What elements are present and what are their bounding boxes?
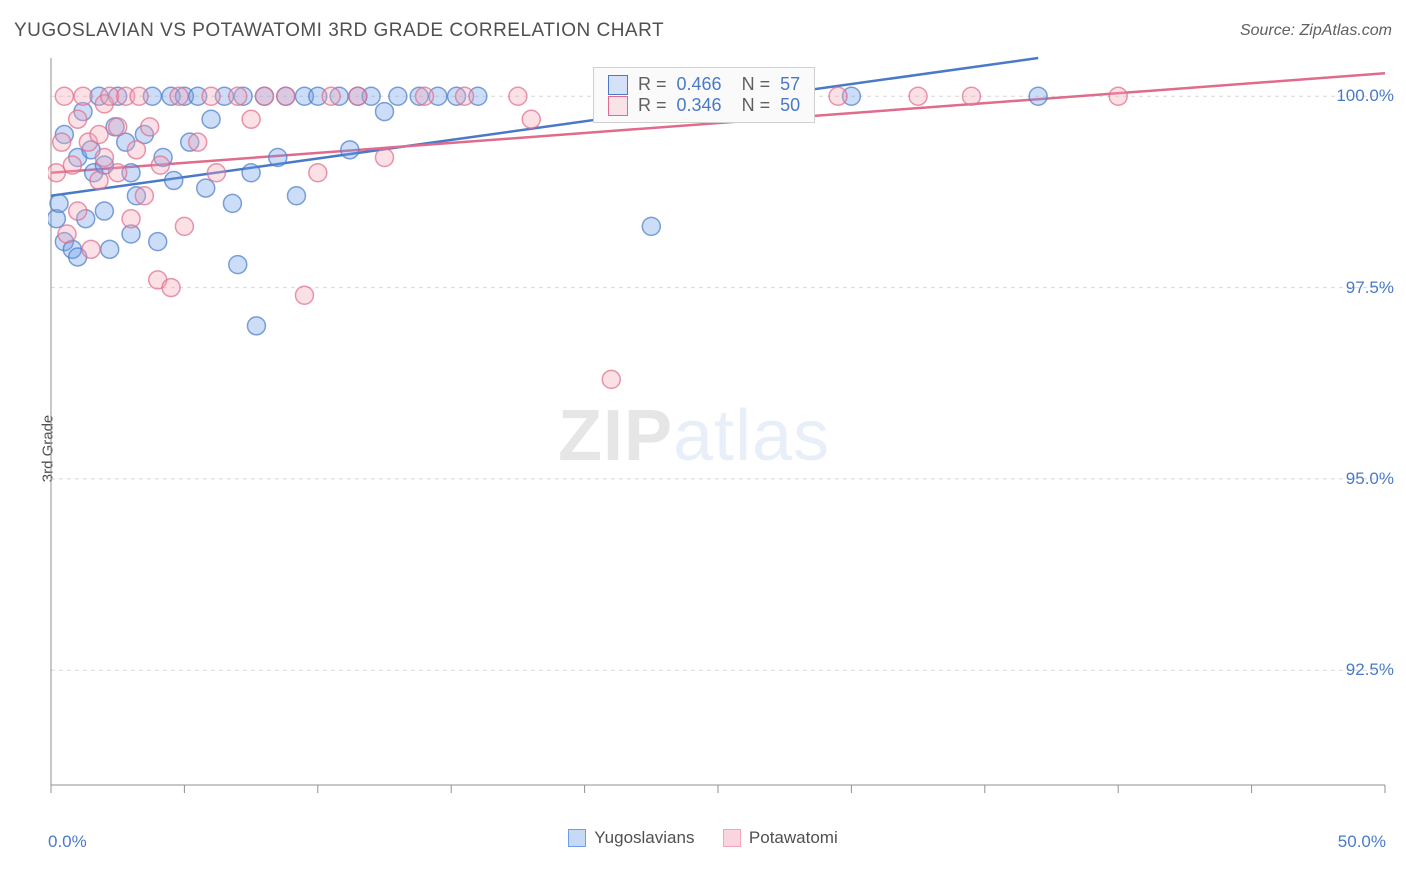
legend-item-yugoslavians: Yugoslavians <box>568 828 694 848</box>
stats-n-value: 50 <box>780 95 800 116</box>
y-tick-label: 95.0% <box>1346 469 1394 489</box>
legend-swatch-icon <box>568 829 586 847</box>
y-tick-label: 100.0% <box>1336 86 1394 106</box>
stats-r-label: R = <box>638 95 667 116</box>
stats-n-value: 57 <box>780 74 800 95</box>
y-tick-label: 92.5% <box>1346 660 1394 680</box>
stats-row: R = 0.346 N = 50 <box>608 95 800 116</box>
legend-item-potawatomi: Potawatomi <box>723 828 838 848</box>
stats-n-label: N = <box>732 74 771 95</box>
legend-label: Potawatomi <box>749 828 838 848</box>
chart-plot-area: ZIPatlas R =0.466 N =57R =0.346 N =50 <box>48 55 1388 815</box>
stats-r-value: 0.466 <box>677 74 722 95</box>
chart-source: Source: ZipAtlas.com <box>1240 22 1392 40</box>
chart-title: YUGOSLAVIAN VS POTAWATOMI 3RD GRADE CORR… <box>14 20 664 42</box>
legend: Yugoslavians Potawatomi <box>0 828 1406 852</box>
correlation-stats-box: R = 0.466 N = 57 R = 0.346 N = 50 <box>593 67 815 123</box>
stats-row: R = 0.466 N = 57 <box>608 74 800 95</box>
stats-r-value: 0.346 <box>677 95 722 116</box>
scatter-svg <box>48 55 1388 815</box>
stats-r-label: R = <box>638 74 667 95</box>
legend-label: Yugoslavians <box>594 828 694 848</box>
stats-swatch-icon <box>608 75 628 95</box>
stats-swatch-icon <box>608 96 628 116</box>
y-tick-label: 97.5% <box>1346 278 1394 298</box>
chart-header: YUGOSLAVIAN VS POTAWATOMI 3RD GRADE CORR… <box>14 20 1392 42</box>
stats-n-label: N = <box>732 95 771 116</box>
legend-swatch-icon <box>723 829 741 847</box>
